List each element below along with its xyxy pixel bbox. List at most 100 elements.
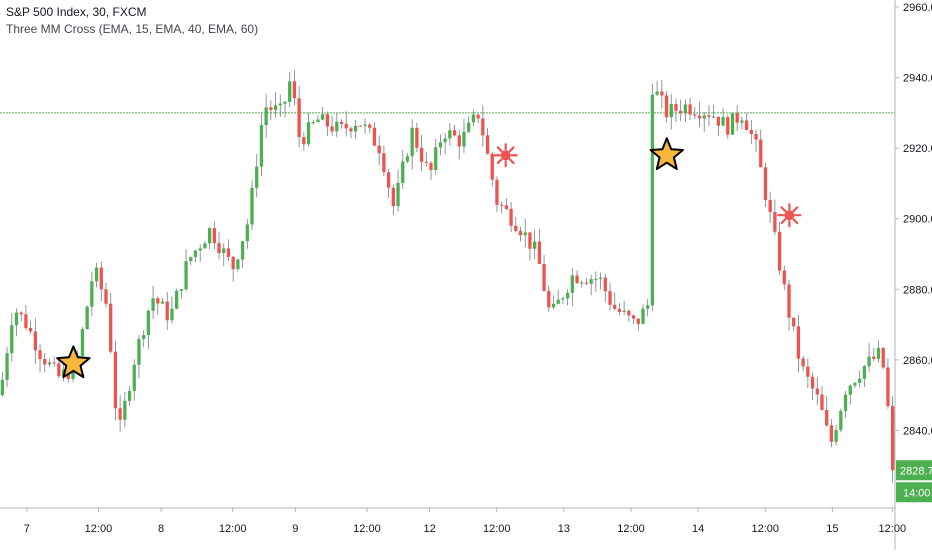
candle-body[interactable]: [415, 127, 419, 148]
candle-body[interactable]: [697, 115, 702, 119]
candle-body[interactable]: [339, 121, 344, 124]
candle-body[interactable]: [382, 153, 386, 173]
candle-body[interactable]: [438, 142, 443, 148]
candle-body[interactable]: [47, 362, 52, 365]
candle-body[interactable]: [853, 382, 857, 386]
symbol-title[interactable]: S&P 500 Index, 30, FXCM: [6, 5, 147, 19]
candle-body[interactable]: [443, 138, 447, 143]
candle-body[interactable]: [264, 107, 268, 126]
candle-body[interactable]: [688, 104, 692, 115]
candle-body[interactable]: [94, 267, 99, 282]
candle-body[interactable]: [542, 263, 546, 291]
candle-body[interactable]: [255, 166, 259, 188]
candle-body[interactable]: [353, 125, 358, 132]
candle-body[interactable]: [457, 135, 461, 147]
candle-body[interactable]: [184, 261, 188, 290]
candle-body[interactable]: [787, 284, 791, 318]
candle-body[interactable]: [504, 205, 509, 209]
candle-body[interactable]: [872, 356, 876, 359]
candle-body[interactable]: [693, 114, 697, 116]
candle-body[interactable]: [523, 232, 527, 236]
candle-body[interactable]: [80, 329, 85, 356]
candle-body[interactable]: [509, 208, 513, 226]
candle-body[interactable]: [532, 241, 537, 249]
candle-body[interactable]: [193, 250, 198, 258]
candle-body[interactable]: [38, 350, 42, 359]
candle-body[interactable]: [867, 356, 871, 367]
candle-body[interactable]: [377, 145, 381, 154]
candle-body[interactable]: [551, 303, 556, 308]
candle-body[interactable]: [707, 115, 711, 117]
candle-body[interactable]: [372, 127, 377, 146]
candle-body[interactable]: [608, 291, 612, 305]
candle-body[interactable]: [485, 135, 490, 154]
candle-body[interactable]: [311, 122, 315, 124]
candle-body[interactable]: [240, 241, 245, 260]
candle-body[interactable]: [146, 310, 151, 336]
candle-body[interactable]: [858, 378, 862, 383]
candle-body[interactable]: [664, 95, 669, 118]
candle-body[interactable]: [118, 408, 122, 420]
candle-body[interactable]: [777, 231, 782, 271]
candle-body[interactable]: [829, 425, 834, 442]
candle-body[interactable]: [782, 270, 786, 285]
candle-body[interactable]: [721, 117, 725, 126]
candle-body[interactable]: [321, 114, 325, 120]
candle-body[interactable]: [160, 301, 165, 304]
candle-body[interactable]: [306, 122, 311, 145]
candle-body[interactable]: [674, 103, 678, 111]
candle-body[interactable]: [245, 224, 249, 242]
candle-body[interactable]: [528, 232, 532, 249]
candle-body[interactable]: [749, 129, 753, 135]
candle-body[interactable]: [603, 277, 607, 292]
candle-body[interactable]: [848, 385, 852, 395]
candle-body[interactable]: [740, 120, 744, 123]
candle-body[interactable]: [617, 308, 622, 312]
candle-body[interactable]: [203, 243, 207, 249]
candle-body[interactable]: [660, 91, 664, 96]
candle-body[interactable]: [627, 310, 631, 316]
candle-body[interactable]: [547, 290, 551, 308]
candle-body[interactable]: [222, 248, 226, 254]
candle-body[interactable]: [806, 366, 810, 377]
candle-body[interactable]: [156, 298, 160, 304]
candle-body[interactable]: [278, 103, 282, 106]
candle-body[interactable]: [754, 134, 758, 140]
candle-body[interactable]: [217, 243, 221, 254]
candle-body[interactable]: [24, 314, 28, 328]
candle-body[interactable]: [283, 101, 287, 104]
candle-body[interactable]: [452, 130, 457, 136]
candle-body[interactable]: [142, 335, 146, 339]
candle-body[interactable]: [288, 81, 292, 102]
candle-body[interactable]: [820, 394, 824, 411]
star-signal-icon[interactable]: [649, 137, 684, 170]
candle-body[interactable]: [801, 358, 805, 367]
candle-body[interactable]: [655, 91, 659, 95]
candle-body[interactable]: [104, 289, 108, 304]
candle-body[interactable]: [570, 275, 574, 293]
candle-body[interactable]: [881, 347, 885, 368]
candle-body[interactable]: [189, 257, 193, 262]
candle-body[interactable]: [622, 310, 626, 312]
candle-body[interactable]: [768, 199, 772, 213]
candle-body[interactable]: [250, 187, 254, 225]
candle-body[interactable]: [815, 388, 819, 395]
candle-body[interactable]: [212, 228, 216, 244]
candle-body[interactable]: [259, 125, 264, 167]
candle-body[interactable]: [207, 228, 212, 244]
candle-body[interactable]: [52, 362, 56, 364]
candle-body[interactable]: [514, 225, 518, 231]
candle-body[interactable]: [174, 290, 179, 309]
candle-body[interactable]: [424, 161, 428, 163]
candle-body[interactable]: [269, 107, 273, 111]
candle-body[interactable]: [759, 139, 763, 168]
star-signal-icon[interactable]: [56, 345, 91, 379]
candle-body[interactable]: [179, 289, 184, 291]
candle-body[interactable]: [471, 114, 476, 123]
candle-body[interactable]: [28, 327, 33, 332]
candle-body[interactable]: [773, 212, 777, 232]
candle-body[interactable]: [810, 376, 815, 389]
candle-body[interactable]: [886, 367, 890, 407]
candle-body[interactable]: [518, 230, 523, 236]
